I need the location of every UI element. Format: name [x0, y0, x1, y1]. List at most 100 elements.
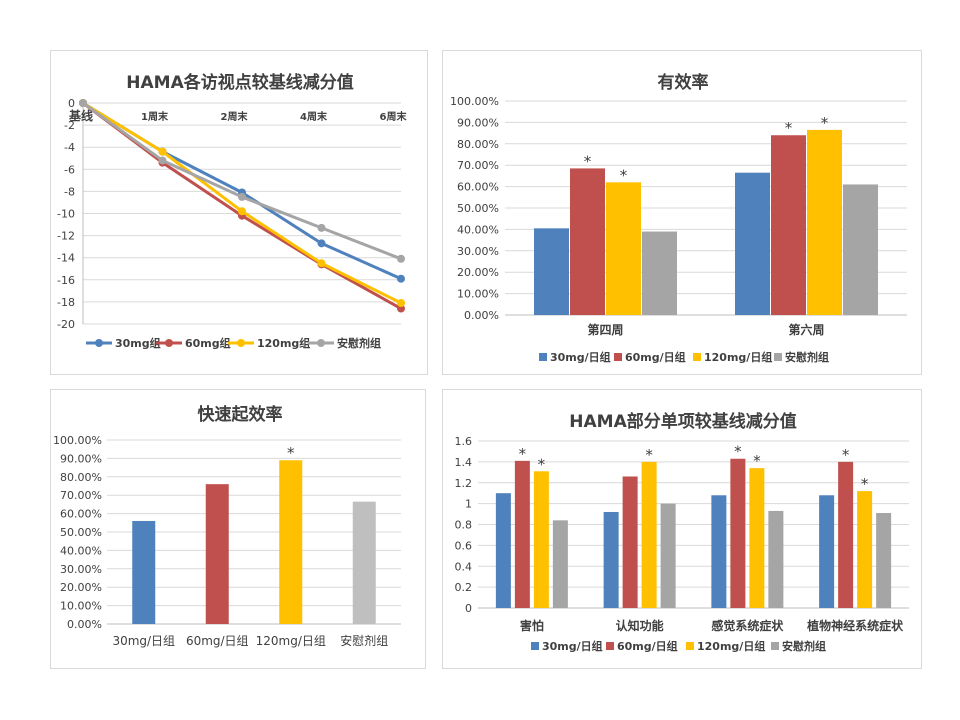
- bar: [495, 493, 511, 608]
- y-tick-label: 100.00%: [450, 95, 499, 108]
- significance-mark: *: [734, 443, 742, 461]
- y-tick-label: 30.00%: [457, 245, 499, 258]
- y-tick-label: 60.00%: [457, 181, 499, 194]
- y-tick-label: -10: [57, 208, 75, 221]
- bar: [514, 460, 530, 608]
- data-point: [238, 207, 246, 216]
- chart-title: 快速起效率: [198, 404, 283, 425]
- legend-label: 60mg/日组: [625, 350, 686, 364]
- bar: [205, 484, 229, 624]
- data-point: [317, 223, 326, 232]
- y-tick-label: 70.00%: [60, 489, 102, 502]
- data-point: [317, 259, 326, 268]
- legend-label: 120mg/日组: [704, 350, 772, 364]
- x-tick-label: 认知功能: [616, 618, 664, 633]
- data-point: [397, 254, 405, 263]
- data-point: [397, 304, 405, 313]
- bar: [749, 468, 765, 608]
- y-tick-label: 1.4: [455, 456, 473, 469]
- y-tick-label: 0.00%: [464, 309, 499, 322]
- x-tick-label: 4周末: [300, 110, 328, 123]
- x-tick-label: 1周末: [141, 110, 169, 123]
- data-point: [397, 299, 405, 308]
- bar: [279, 460, 303, 624]
- legend-label: 30mg/日组: [550, 350, 611, 364]
- y-tick-label: -6: [64, 163, 75, 176]
- bar: [352, 501, 376, 624]
- data-point: [158, 156, 167, 165]
- y-tick-label: 70.00%: [457, 159, 499, 172]
- y-tick-label: 0.6: [455, 539, 473, 552]
- y-tick-label: 1.6: [455, 435, 473, 448]
- x-tick-label: 60mg/日组: [186, 634, 249, 648]
- significance-mark: *: [821, 114, 829, 132]
- legend-marker: [165, 339, 173, 347]
- x-tick-label: 感觉系统症状: [711, 618, 784, 633]
- legend-marker: [317, 339, 325, 347]
- significance-mark: *: [538, 455, 546, 473]
- y-tick-label: 90.00%: [60, 452, 102, 465]
- significance-mark: *: [584, 152, 592, 170]
- legend-swatch: [686, 642, 694, 650]
- bar: [807, 129, 842, 315]
- y-tick-label: 50.00%: [457, 202, 499, 215]
- y-tick-label: -14: [57, 252, 75, 265]
- line-chart-panel: HAMA各访视点较基线减分值 0 -2 -4 -6 -8 -10 -12 -14 -16 -18 -2…: [50, 50, 428, 375]
- legend-swatch: [693, 353, 701, 361]
- legend-label: 30mg/日组: [542, 639, 603, 653]
- y-tick-label: 0: [68, 97, 75, 110]
- bar: [660, 503, 676, 608]
- y-tick-label: 1.2: [455, 477, 473, 490]
- y-tick-label: -4: [64, 141, 75, 154]
- bar: [570, 168, 605, 315]
- significance-mark: *: [861, 475, 869, 493]
- significance-mark: *: [842, 446, 850, 464]
- data-point: [397, 274, 405, 283]
- bar: [768, 510, 784, 608]
- legend-label: 120mg组: [257, 336, 310, 350]
- y-tick-label: 0.2: [455, 581, 473, 594]
- hama-subitem-bar-chart: HAMA部分单项较基线减分值 0 0.2 0.4 0.6 0.8 1 1.2 1.4 1.6 * * 害…: [455, 411, 909, 653]
- y-tick-label: -12: [57, 230, 75, 243]
- bar: [603, 511, 619, 608]
- series-line: [82, 101, 402, 305]
- y-tick-label: -2: [64, 119, 75, 132]
- legend-swatch: [771, 642, 779, 650]
- y-tick-label: 60.00%: [60, 508, 102, 521]
- x-tick-label: 植物神经系统症状: [806, 618, 904, 633]
- y-tick-label: 10.00%: [60, 600, 102, 613]
- bar: [843, 184, 878, 315]
- efficacy-rate-bar-chart: 有效率 0.00% 10.00% 20.00% 30.00% 40.00% 50.00% 60…: [450, 72, 907, 364]
- bar: [552, 520, 568, 608]
- legend-label: 60mg/日组: [617, 639, 678, 653]
- y-tick-label: 30.00%: [60, 563, 102, 576]
- chart-title: 有效率: [658, 72, 709, 93]
- significance-mark: *: [785, 119, 793, 137]
- significance-mark: *: [753, 452, 761, 470]
- chart-title: HAMA部分单项较基线减分值: [569, 411, 796, 432]
- efficacy-chart-panel: 有效率 0.00% 10.00% 20.00% 30.00% 40.00% 50.00% 60…: [442, 50, 922, 375]
- rapid-onset-chart-panel: 快速起效率 0.00% 10.00% 20.00% 30.00% 40.00% 50.00%…: [50, 389, 426, 669]
- bar: [735, 172, 770, 315]
- y-tick-label: 80.00%: [60, 471, 102, 484]
- subitem-chart-panel: HAMA部分单项较基线减分值 0 0.2 0.4 0.6 0.8 1 1.2 1.4 1.6 * * 害…: [442, 389, 922, 669]
- y-tick-label: 40.00%: [60, 544, 102, 557]
- y-tick-label: 90.00%: [457, 116, 499, 129]
- hama-visit-line-chart: HAMA各访视点较基线减分值 0 -2 -4 -6 -8 -10 -12 -14 -16 -18 -2…: [57, 72, 408, 350]
- y-tick-label: 40.00%: [457, 223, 499, 236]
- y-tick-label: -18: [57, 296, 75, 309]
- legend-marker: [237, 339, 245, 347]
- y-tick-label: 100.00%: [53, 434, 102, 447]
- data-point: [317, 239, 326, 248]
- y-tick-label: 0.00%: [67, 618, 102, 631]
- legend-label: 安慰剂组: [337, 336, 381, 350]
- x-tick-label: 6周末: [380, 110, 408, 123]
- legend-swatch: [614, 353, 622, 361]
- y-tick-label: 80.00%: [457, 138, 499, 151]
- y-tick-label: 20.00%: [60, 581, 102, 594]
- legend-marker: [95, 339, 103, 347]
- bar: [641, 461, 657, 608]
- significance-mark: *: [620, 166, 628, 184]
- bar: [606, 182, 641, 315]
- y-tick-label: 0.4: [455, 560, 473, 573]
